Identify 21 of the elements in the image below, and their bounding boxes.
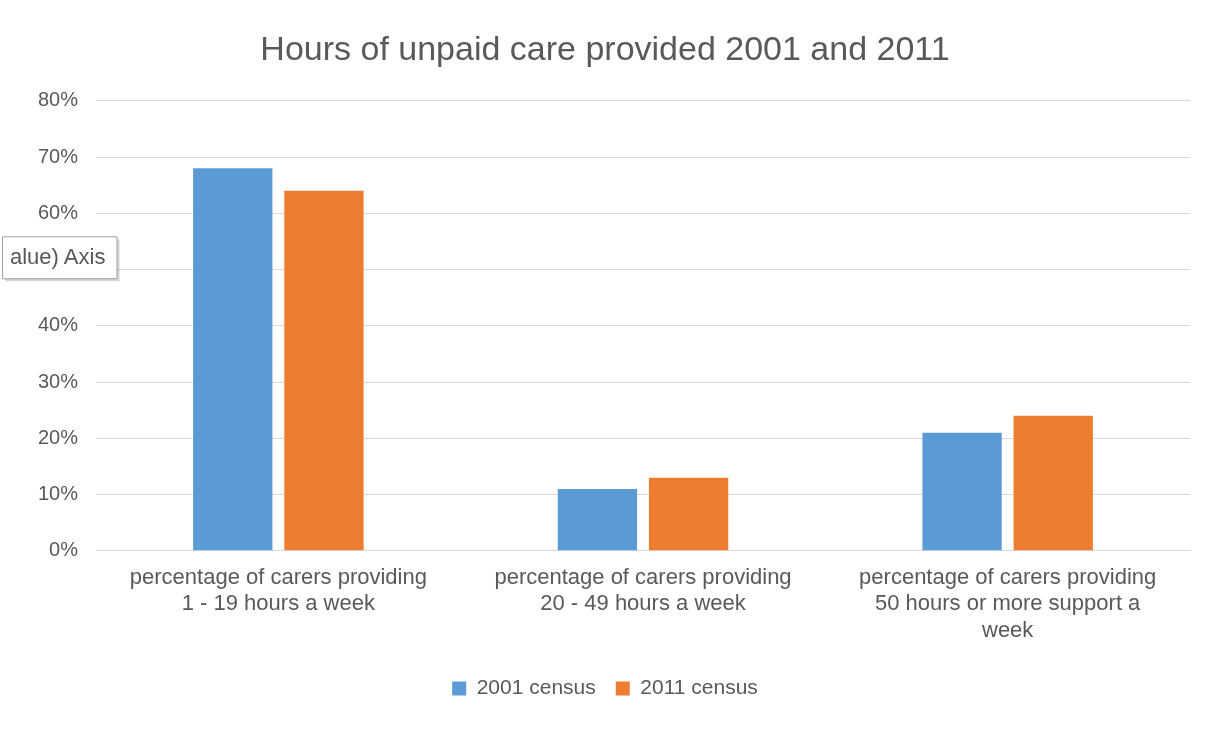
y-tick-label: 70% bbox=[38, 144, 79, 167]
y-tick-label: 10% bbox=[38, 482, 79, 505]
bar bbox=[648, 477, 729, 551]
y-tick-label: 20% bbox=[38, 425, 79, 448]
legend-label: 2011 census bbox=[640, 675, 758, 699]
bar bbox=[284, 190, 364, 551]
annotation: alue) Axis bbox=[10, 244, 106, 270]
chart-title: Hours of unpaid care provided 2001 and 2011 bbox=[260, 28, 950, 67]
bar bbox=[193, 168, 273, 551]
legend-label: 2001 census bbox=[476, 675, 596, 699]
y-tick-label: 30% bbox=[38, 369, 79, 392]
y-tick-label: 80% bbox=[38, 88, 79, 111]
y-tick-label: 40% bbox=[38, 313, 79, 336]
y-tick-label: 60% bbox=[38, 200, 79, 223]
x-tick-label: percentage of carers providing 1 - 19 hours a week bbox=[129, 564, 427, 616]
y-tick-label: 0% bbox=[49, 538, 79, 561]
bar bbox=[557, 488, 638, 551]
x-tick-label: percentage of carers providing 20 - 49 hours a week bbox=[494, 564, 792, 616]
x-tick-label: percentage of carers providing 50 hours or more support a week bbox=[859, 564, 1157, 642]
bar bbox=[1013, 415, 1093, 551]
bar bbox=[922, 432, 1002, 551]
